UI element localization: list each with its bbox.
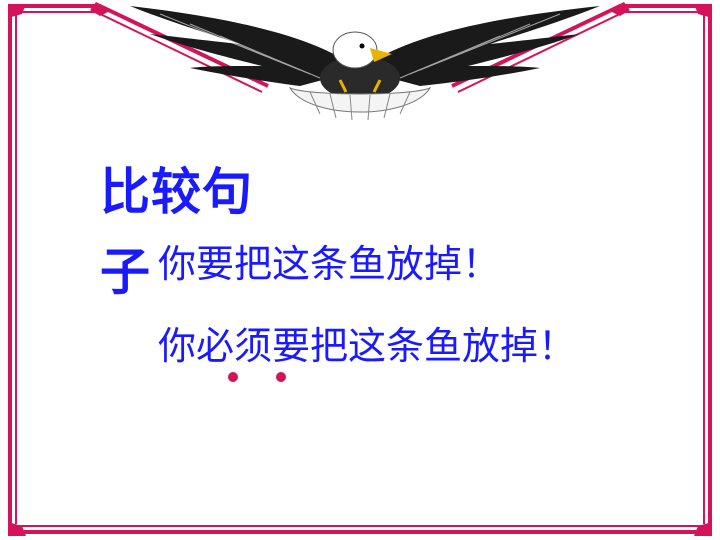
sentence-original: 你要把这条鱼放掉！	[158, 242, 501, 286]
ribbon-curl-icon	[8, 2, 712, 536]
eagle-icon	[130, 6, 600, 121]
emphasis-dot-icon	[228, 372, 238, 382]
sentence-emphasized: 你必须要把这条鱼放掉！	[158, 324, 577, 368]
page-title: 比较句子	[100, 163, 253, 301]
emphasis-dot-icon	[276, 372, 286, 382]
